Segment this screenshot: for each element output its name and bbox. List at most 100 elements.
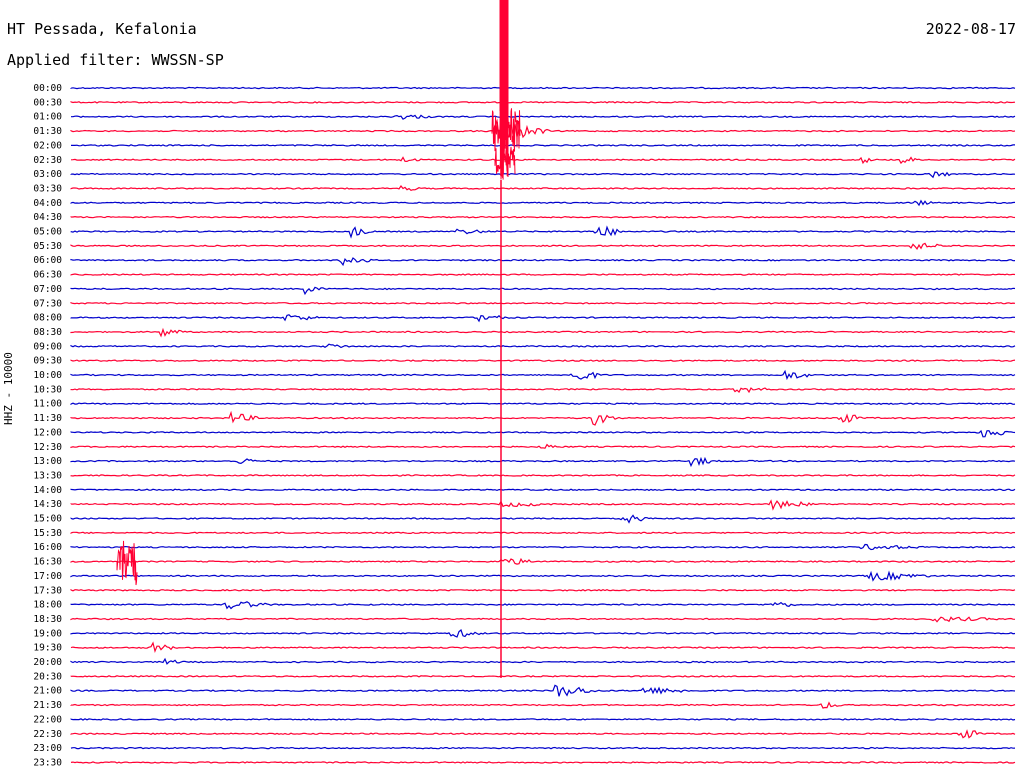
trace-line <box>70 499 1016 511</box>
tick-label: 09:00 <box>33 341 62 352</box>
trace-line <box>70 314 1016 323</box>
tick-label: 09:30 <box>33 356 62 367</box>
trace-line <box>70 286 1016 296</box>
tick-label: 18:30 <box>33 614 62 625</box>
trace-line <box>70 199 1016 207</box>
trace-line <box>70 718 1016 721</box>
trace-line <box>70 641 1015 654</box>
trace-line <box>70 156 1016 165</box>
trace-line <box>70 118 1016 139</box>
tick-label: 03:30 <box>33 183 62 194</box>
tick-label: 00:30 <box>33 97 62 108</box>
trace-line <box>70 657 1016 665</box>
tick-label: 07:00 <box>33 284 62 295</box>
trace-line <box>70 257 1016 267</box>
tick-label: 21:30 <box>33 700 62 711</box>
trace-line <box>70 144 1015 147</box>
trace-line <box>70 628 1016 638</box>
filter-label: Applied filter: WWSSN-SP <box>7 51 224 69</box>
trace-line <box>70 616 1016 623</box>
trace-line <box>70 684 1016 697</box>
tick-label: 02:00 <box>33 140 62 151</box>
date-label: 2022-08-17 <box>925 20 1016 38</box>
tick-label: 22:00 <box>33 714 62 725</box>
trace-line <box>70 729 1016 739</box>
tick-label: 05:00 <box>33 227 62 238</box>
event-burst <box>116 540 138 586</box>
quake-coda <box>494 146 516 174</box>
tick-label: 05:30 <box>33 241 62 252</box>
tick-label: 07:30 <box>33 298 62 309</box>
trace-line <box>70 343 1016 349</box>
tick-label: 14:00 <box>33 485 62 496</box>
tick-label: 06:30 <box>33 270 62 281</box>
tick-label: 08:30 <box>33 327 62 338</box>
station-title: HT Pessada, Kefalonia <box>7 20 197 38</box>
tick-label: 20:30 <box>33 671 62 682</box>
tick-label: 02:30 <box>33 155 62 166</box>
tick-label: 06:00 <box>33 255 62 266</box>
tick-label: 04:30 <box>33 212 62 223</box>
trace-line <box>70 543 1016 551</box>
trace-line <box>70 215 1016 219</box>
tick-label: 11:00 <box>33 399 62 410</box>
tick-label: 23:30 <box>33 757 62 768</box>
trace-line <box>70 184 1016 191</box>
tick-label: 15:30 <box>33 528 62 539</box>
trace-line <box>70 429 1016 438</box>
tick-label: 10:00 <box>33 370 62 381</box>
quake-spike <box>499 0 509 180</box>
trace-line <box>70 474 1016 477</box>
trace-line <box>70 675 1016 678</box>
tick-label: 00:00 <box>33 83 62 94</box>
tick-label: 14:30 <box>33 499 62 510</box>
tick-label: 21:00 <box>33 686 62 697</box>
trace-line <box>70 746 1016 750</box>
trace-line <box>70 301 1016 305</box>
tick-labels: 00:00 00:30 01:00 01:30 02:00 02:30 03:00 03:30… <box>33 83 62 768</box>
trace-line <box>70 101 1016 104</box>
tick-label: 17:00 <box>33 571 62 582</box>
tick-label: 03:00 <box>33 169 62 180</box>
trace-line <box>71 114 1016 120</box>
quake-coda <box>491 108 521 152</box>
trace-line <box>70 359 1016 362</box>
trace-line <box>70 488 1016 492</box>
trace-line <box>70 588 1016 592</box>
trace-line <box>70 570 1016 582</box>
trace-line <box>70 701 1016 709</box>
tick-label: 19:00 <box>33 628 62 639</box>
tick-label: 16:30 <box>33 557 62 568</box>
trace-line <box>70 410 1016 426</box>
trace-line <box>70 514 1016 524</box>
traces <box>70 0 1016 764</box>
trace-line <box>70 761 1016 764</box>
tick-label: 08:00 <box>33 313 62 324</box>
trace-line <box>70 171 1016 179</box>
trace-line <box>70 273 1016 276</box>
trace-line <box>70 443 1016 449</box>
trace-line <box>70 601 1016 610</box>
trace-line <box>70 327 1016 338</box>
trace-line <box>70 242 1016 250</box>
tick-label: 10:30 <box>33 384 62 395</box>
trace-line <box>70 86 1016 90</box>
trace-line <box>70 387 1016 394</box>
trace-line <box>70 225 1016 239</box>
trace-line <box>70 402 1016 406</box>
tick-label: 13:30 <box>33 470 62 481</box>
tick-label: 19:30 <box>33 643 62 654</box>
tick-label: 17:30 <box>33 585 62 596</box>
tick-label: 11:30 <box>33 413 62 424</box>
tick-label: 20:00 <box>33 657 62 668</box>
tick-label: 04:00 <box>33 198 62 209</box>
tick-label: 22:30 <box>33 729 62 740</box>
trace-line <box>70 531 1016 535</box>
tick-label: 18:00 <box>33 600 62 611</box>
tick-label: 01:00 <box>33 112 62 123</box>
tick-label: 23:00 <box>33 743 62 754</box>
trace-line <box>70 557 1016 565</box>
tick-label: 16:00 <box>33 542 62 553</box>
trace-line <box>70 456 1016 468</box>
